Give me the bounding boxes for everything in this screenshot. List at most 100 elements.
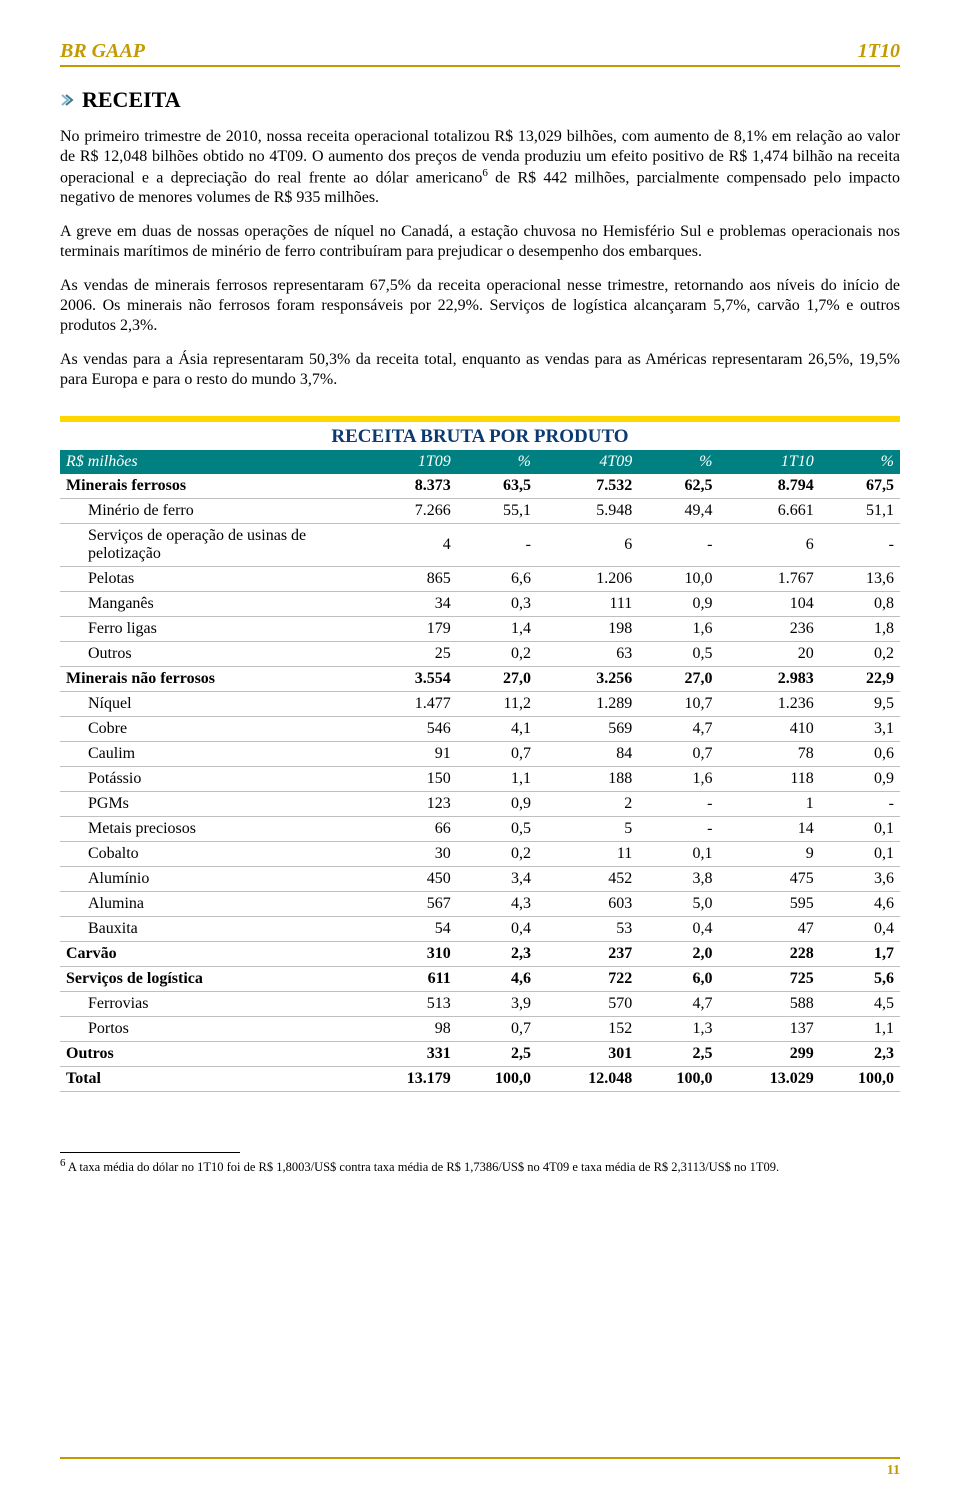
row-value: 0,2	[820, 642, 900, 667]
row-value: 603	[537, 892, 638, 917]
row-value: 27,0	[638, 667, 718, 692]
row-label: PGMs	[60, 792, 355, 817]
table-row: Caulim910,7840,7780,6	[60, 742, 900, 767]
row-value: 4,7	[638, 992, 718, 1017]
row-value: 91	[355, 742, 456, 767]
row-value: 4,7	[638, 717, 718, 742]
row-value: 1,8	[820, 617, 900, 642]
table-row: Ferro ligas1791,41981,62361,8	[60, 617, 900, 642]
row-label: Alumínio	[60, 867, 355, 892]
row-value: 0,3	[457, 592, 537, 617]
row-value: 4,6	[457, 967, 537, 992]
row-value: 410	[718, 717, 819, 742]
footnote-text: A taxa média do dólar no 1T10 foi de R$ …	[66, 1160, 780, 1174]
row-label: Minerais ferrosos	[60, 474, 355, 499]
revenue-table: RECEITA BRUTA POR PRODUTO R$ milhões 1T0…	[60, 416, 900, 1092]
row-value: 198	[537, 617, 638, 642]
row-label: Pelotas	[60, 567, 355, 592]
row-value: 2,3	[457, 942, 537, 967]
row-value: 150	[355, 767, 456, 792]
col-4t09-pct: %	[638, 450, 718, 474]
row-label: Minério de ferro	[60, 499, 355, 524]
row-value: 9	[718, 842, 819, 867]
row-label: Outros	[60, 642, 355, 667]
paragraph-2: A greve em duas de nossas operações de n…	[60, 222, 900, 262]
row-value: 2,0	[638, 942, 718, 967]
row-value: 4,1	[457, 717, 537, 742]
row-value: 13,6	[820, 567, 900, 592]
row-value: 0,2	[457, 642, 537, 667]
row-value: 0,4	[820, 917, 900, 942]
row-value: 66	[355, 817, 456, 842]
row-value: 1,6	[638, 617, 718, 642]
paragraph-1: No primeiro trimestre de 2010, nossa rec…	[60, 127, 900, 208]
row-value: 1,3	[638, 1017, 718, 1042]
page-number: 11	[887, 1463, 900, 1478]
row-value: 1	[718, 792, 819, 817]
row-value: 2,3	[820, 1042, 900, 1067]
row-value: 569	[537, 717, 638, 742]
row-value: 1.767	[718, 567, 819, 592]
row-value: 5	[537, 817, 638, 842]
row-value: 100,0	[638, 1067, 718, 1092]
table-row: PGMs1230,92-1-	[60, 792, 900, 817]
row-value: 1.477	[355, 692, 456, 717]
row-value: 118	[718, 767, 819, 792]
row-value: 0,8	[820, 592, 900, 617]
row-value: 0,1	[820, 817, 900, 842]
row-value: 310	[355, 942, 456, 967]
row-label: Cobre	[60, 717, 355, 742]
row-value: 4,3	[457, 892, 537, 917]
row-value: 137	[718, 1017, 819, 1042]
row-label: Minerais não ferrosos	[60, 667, 355, 692]
table-row: Potássio1501,11881,61180,9	[60, 767, 900, 792]
row-value: -	[638, 817, 718, 842]
row-label: Potássio	[60, 767, 355, 792]
table-title: RECEITA BRUTA POR PRODUTO	[60, 422, 900, 450]
row-value: 3,8	[638, 867, 718, 892]
row-value: 30	[355, 842, 456, 867]
row-value: 104	[718, 592, 819, 617]
footnote-6: 6 A taxa média do dólar no 1T10 foi de R…	[60, 1157, 900, 1175]
revenue-table-block: RECEITA BRUTA POR PRODUTO R$ milhões 1T0…	[60, 416, 900, 1092]
table-row: Minerais não ferrosos3.55427,03.25627,02…	[60, 667, 900, 692]
row-value: 1,1	[457, 767, 537, 792]
row-value: 1.236	[718, 692, 819, 717]
row-value: 0,1	[820, 842, 900, 867]
row-value: 6,0	[638, 967, 718, 992]
row-value: 0,5	[638, 642, 718, 667]
row-value: 450	[355, 867, 456, 892]
row-value: 63,5	[457, 474, 537, 499]
col-1t09: 1T09	[355, 450, 456, 474]
table-row: Bauxita540,4530,4470,4	[60, 917, 900, 942]
row-value: 1.206	[537, 567, 638, 592]
row-value: 179	[355, 617, 456, 642]
row-value: 8.794	[718, 474, 819, 499]
table-row: Outros3312,53012,52992,3	[60, 1042, 900, 1067]
table-row: Ferrovias5133,95704,75884,5	[60, 992, 900, 1017]
row-value: 100,0	[820, 1067, 900, 1092]
col-1t10: 1T10	[718, 450, 819, 474]
row-value: 49,4	[638, 499, 718, 524]
row-value: 6,6	[457, 567, 537, 592]
header-left: BR GAAP	[60, 40, 145, 63]
row-label: Metais preciosos	[60, 817, 355, 842]
row-label: Manganês	[60, 592, 355, 617]
section-title-row: RECEITA	[60, 87, 900, 113]
row-value: -	[820, 524, 900, 567]
row-value: 5.948	[537, 499, 638, 524]
row-value: 1,1	[820, 1017, 900, 1042]
row-value: 4	[355, 524, 456, 567]
row-value: 513	[355, 992, 456, 1017]
row-value: 6.661	[718, 499, 819, 524]
header-right: 1T10	[858, 40, 900, 63]
table-row: Serviços de operação de usinas de peloti…	[60, 524, 900, 567]
table-row: Minério de ferro7.26655,15.94849,46.6615…	[60, 499, 900, 524]
row-value: 5,6	[820, 967, 900, 992]
row-value: 0,4	[638, 917, 718, 942]
row-value: 0,9	[820, 767, 900, 792]
row-value: 228	[718, 942, 819, 967]
row-value: 0,7	[638, 742, 718, 767]
row-value: 2,5	[638, 1042, 718, 1067]
col-label: R$ milhões	[60, 450, 355, 474]
